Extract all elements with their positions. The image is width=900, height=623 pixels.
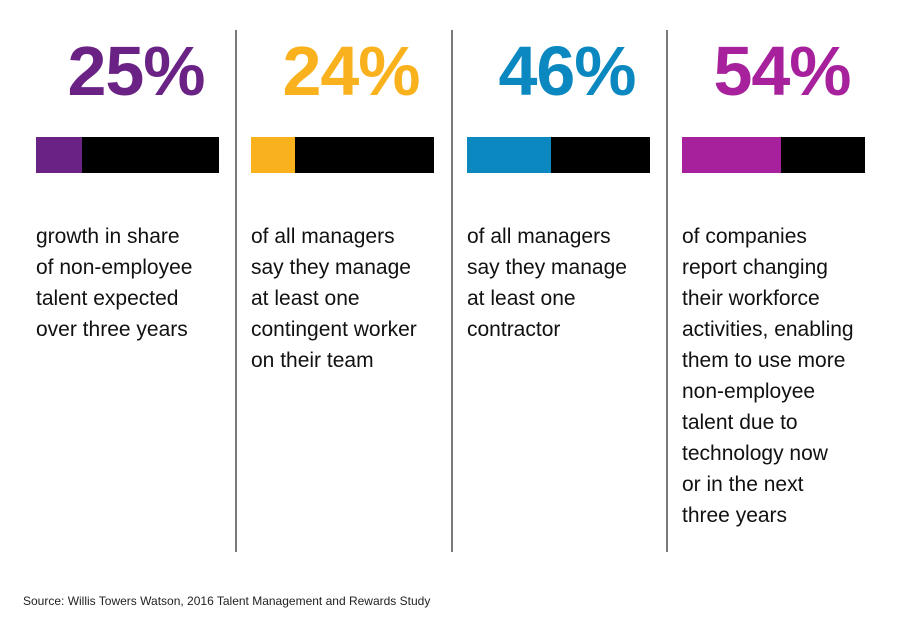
- column-divider: [666, 30, 668, 552]
- stat-bar-fill: [36, 137, 82, 173]
- stat-bar: [682, 137, 865, 173]
- stat-description: growth in share of non-employee talent e…: [36, 225, 193, 341]
- stat-value: 54%: [713, 32, 851, 110]
- stat-value: 25%: [67, 32, 205, 110]
- stat-bar: [251, 137, 434, 173]
- stat-bar: [36, 137, 219, 173]
- column-divider: [451, 30, 453, 552]
- stat-value: 46%: [498, 32, 636, 110]
- stat-bar-fill: [251, 137, 295, 173]
- stat-bar-fill: [682, 137, 781, 173]
- stat-bar-fill: [467, 137, 552, 173]
- column-divider: [235, 30, 237, 552]
- stat-bar: [467, 137, 650, 173]
- stat-description: of all managers say they manage at least…: [251, 225, 417, 372]
- source-note: Source: Willis Towers Watson, 2016 Talen…: [23, 594, 431, 608]
- stat-description: of all managers say they manage at least…: [467, 225, 627, 341]
- stat-description: of companies report changing their workf…: [682, 225, 854, 527]
- stat-value: 24%: [282, 32, 420, 110]
